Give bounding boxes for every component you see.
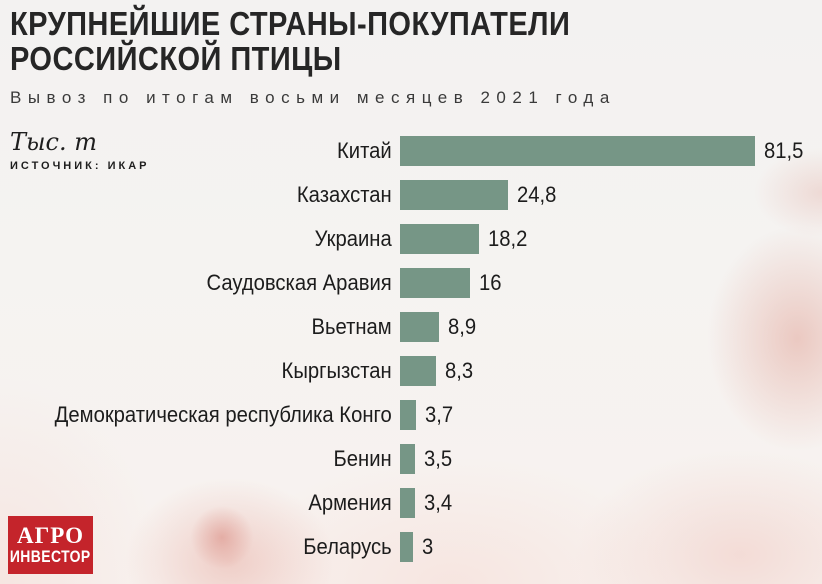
category-label: Армения [308, 490, 392, 515]
unit-label: Тыс. т [10, 128, 98, 156]
bar-row: Кыргызстан 8,3 [0, 349, 822, 393]
source-label: ИСТОЧНИК: ИКАР [10, 160, 150, 172]
bar-row: Демократическая республика Конго 3,7 [0, 393, 822, 437]
bar-row: Беларусь 3 [0, 525, 822, 569]
bar [400, 444, 416, 474]
bar-row: Армения 3,4 [0, 481, 822, 525]
category-label: Бенин [333, 446, 392, 471]
bar-row: Бенин 3,5 [0, 437, 822, 481]
value-label: 3,7 [425, 402, 454, 427]
bar [400, 532, 414, 562]
agroinvestor-logo: АГРО ИНВЕСТОР [8, 516, 93, 574]
bar-row: Саудовская Аравия 16 [0, 261, 822, 305]
bar-row: Казахстан 24,8 [0, 173, 822, 217]
category-label: Саудовская Аравия [206, 270, 392, 295]
value-label: 3,4 [423, 490, 452, 515]
bar [400, 180, 508, 210]
chart-subtitle: Вывоз по итогам восьми месяцев 2021 года [10, 88, 616, 107]
bar-row: Украина 18,2 [0, 217, 822, 261]
category-label: Беларусь [303, 534, 392, 559]
bar [400, 356, 437, 386]
bar [400, 136, 755, 166]
bar [400, 312, 439, 342]
bar [400, 400, 417, 430]
logo-text-investor: ИНВЕСТОР [10, 547, 91, 566]
page-title-line-2: РОССИЙСКОЙ ПТИЦЫ [10, 40, 342, 77]
header: КРУПНЕЙШИЕ СТРАНЫ-ПОКУПАТЕЛИ РОССИЙСКОЙ … [10, 6, 710, 108]
bar-rows: Китай 81,5 Казахстан 24,8 Украина 18,2 Саудовс… [0, 129, 822, 569]
value-label: 3 [422, 534, 434, 559]
value-label: 24,8 [516, 182, 557, 207]
category-label: Кыргызстан [281, 358, 392, 383]
value-label: 18,2 [488, 226, 528, 251]
category-label: Демократическая республика Конго [54, 402, 392, 427]
category-label: Вьетнам [311, 314, 392, 339]
value-label: 8,9 [447, 314, 476, 339]
category-label: Казахстан [296, 182, 392, 207]
value-label: 81,5 [763, 138, 803, 163]
bar [400, 488, 415, 518]
logo-text-agro: АГРО [16, 523, 85, 548]
bar-row: Китай 81,5 [0, 129, 822, 173]
value-label: 8,3 [445, 358, 474, 383]
category-label: Китай [337, 138, 392, 163]
value-label: 3,5 [424, 446, 453, 471]
bar [400, 268, 470, 298]
value-label: 16 [478, 270, 502, 295]
bar [400, 224, 480, 254]
bar-row: Вьетнам 8,9 [0, 305, 822, 349]
page-title-line-1: КРУПНЕЙШИЕ СТРАНЫ-ПОКУПАТЕЛИ [10, 5, 571, 42]
category-label: Украина [314, 226, 392, 251]
